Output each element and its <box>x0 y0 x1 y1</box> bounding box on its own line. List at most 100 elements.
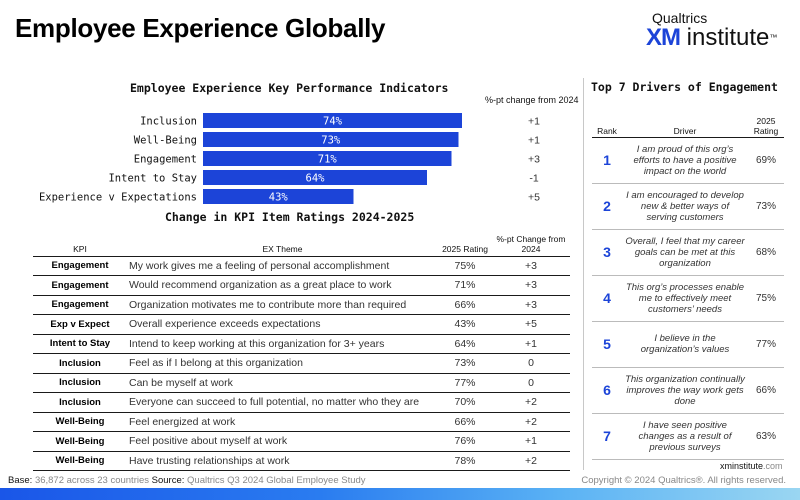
change-table-title: Change in KPI Item Ratings 2024-2025 <box>165 210 414 224</box>
section-divider <box>583 78 584 470</box>
cell-change: +1 <box>492 334 570 354</box>
driver-rating: 69% <box>748 137 784 183</box>
logo-wordmark: XM institute™ <box>646 26 786 50</box>
driver-driver: This org’s processes enable me to effect… <box>622 275 748 321</box>
cell-theme: Organization motivates me to contribute … <box>127 295 438 315</box>
table-row: Engagement My work gives me a feeling of … <box>33 256 570 276</box>
kpi-change-value: +1 <box>528 135 540 147</box>
cell-rating: 77% <box>438 373 492 393</box>
table-row: Well-Being Feel energized at work 66% +2 <box>33 412 570 432</box>
driver-row: 4 This org’s processes enable me to effec… <box>592 275 784 321</box>
kpi-change-header: %-pt change from 2024 <box>485 95 579 105</box>
driver-driver: I have seen positive changes as a result… <box>622 413 748 459</box>
bar-value-label: 71% <box>318 154 338 166</box>
page-title: Employee Experience Globally <box>15 13 385 44</box>
table-row: Inclusion Everyone can succeed to full po… <box>33 393 570 413</box>
site-link[interactable]: xminstitute.com <box>720 461 783 471</box>
cell-change: +2 <box>492 451 570 471</box>
cell-change: +3 <box>492 256 570 276</box>
col-header-theme: EX Theme <box>127 231 438 256</box>
cell-kpi: Exp v Expect <box>33 315 127 335</box>
driver-rank: 5 <box>592 321 622 367</box>
bar-value-label: 74% <box>323 116 343 128</box>
table-row: Well-Being Have trusting relationships at… <box>33 451 570 471</box>
cell-rating: 70% <box>438 393 492 413</box>
bar-value-label: 43% <box>269 192 289 204</box>
driver-row: 1I am proud of this org’s efforts to hav… <box>592 137 784 183</box>
cell-theme: Overall experience exceeds expectations <box>127 315 438 335</box>
kpi-change-value: +5 <box>528 192 540 204</box>
driver-rank: 7 <box>592 413 622 459</box>
cell-change: 0 <box>492 354 570 374</box>
cell-kpi: Inclusion <box>33 373 127 393</box>
category-label: Well-Being <box>134 135 197 147</box>
driver-rank: 2 <box>592 183 622 229</box>
cell-kpi: Engagement <box>33 256 127 276</box>
col-header-kpi: KPI <box>33 231 127 256</box>
cell-rating: 66% <box>438 412 492 432</box>
kpi-chart-title: Employee Experience Key Performance Indi… <box>130 81 449 95</box>
cell-change: +2 <box>492 393 570 413</box>
footer-base-source: Base: 36,872 across 23 countries Source:… <box>8 475 366 486</box>
table-row: Well-Being Feel positive about myself at … <box>33 432 570 452</box>
driver-rating: 75% <box>748 275 784 321</box>
cell-change: +1 <box>492 432 570 452</box>
table-header-row: Rank Driver 2025 Rating <box>592 115 784 137</box>
kpi-item-ratings-table: KPI EX Theme 2025 Rating %-pt Change fro… <box>33 231 570 471</box>
cell-theme: Would recommend organization as a great … <box>127 276 438 296</box>
cell-theme: Everyone can succeed to full potential, … <box>127 393 438 413</box>
cell-kpi: Well-Being <box>33 451 127 471</box>
cell-theme: Feel energized at work <box>127 412 438 432</box>
cell-kpi: Intent to Stay <box>33 334 127 354</box>
cell-rating: 75% <box>438 256 492 276</box>
cell-change: +5 <box>492 315 570 335</box>
kpi-change-value: -1 <box>529 173 538 185</box>
col-header-rating: 2025 Rating <box>438 231 492 256</box>
driver-rating: 73% <box>748 183 784 229</box>
cell-rating: 64% <box>438 334 492 354</box>
drivers-title: Top 7 Drivers of Engagement <box>591 80 778 94</box>
driver-driver: Overall, I feel that my career goals can… <box>622 229 748 275</box>
cell-kpi: Engagement <box>33 295 127 315</box>
cell-theme: Feel positive about myself at work <box>127 432 438 452</box>
cell-rating: 78% <box>438 451 492 471</box>
cell-theme: Can be myself at work <box>127 373 438 393</box>
driver-rating: 77% <box>748 321 784 367</box>
col-header-change: %-pt Change from 2024 <box>492 231 570 256</box>
cell-rating: 73% <box>438 354 492 374</box>
kpi-change-value: +3 <box>528 154 540 166</box>
cell-theme: Intend to keep working at this organizat… <box>127 334 438 354</box>
category-label: Experience v Expectations <box>39 192 197 204</box>
driver-driver: I believe in the organization’s values <box>622 321 748 367</box>
cell-rating: 43% <box>438 315 492 335</box>
cell-kpi: Well-Being <box>33 412 127 432</box>
driver-row: 3 Overall, I feel that my career goals ca… <box>592 229 784 275</box>
cell-kpi: Inclusion <box>33 354 127 374</box>
cell-kpi: Inclusion <box>33 393 127 413</box>
cell-change: +3 <box>492 276 570 296</box>
cell-kpi: Well-Being <box>33 432 127 452</box>
driver-rank: 1 <box>592 137 622 183</box>
driver-rank: 6 <box>592 367 622 413</box>
col-header-rank: Rank <box>592 115 622 137</box>
table-row: Engagement Would recommend organization a… <box>33 276 570 296</box>
table-row: Engagement Organization motivates me to c… <box>33 295 570 315</box>
footer-gradient-bar <box>0 488 800 500</box>
bar-value-label: 73% <box>321 135 341 147</box>
cell-rating: 71% <box>438 276 492 296</box>
bar-value-label: 64% <box>306 173 326 185</box>
driver-row: 6 This organization continually improves … <box>592 367 784 413</box>
footer-copyright: Copyright © 2024 Qualtrics®. All rights … <box>581 475 786 486</box>
driver-driver: I am proud of this org’s efforts to have… <box>622 137 748 183</box>
cell-theme: Have trusting relationships at work <box>127 451 438 471</box>
xm-institute-logo: Qualtrics XM institute™ <box>646 10 786 50</box>
cell-theme: Feel as if I belong at this organization <box>127 354 438 374</box>
cell-theme: My work gives me a feeling of personal a… <box>127 256 438 276</box>
category-label: Intent to Stay <box>108 173 197 185</box>
table-row: Exp v Expect Overall experience exceeds e… <box>33 315 570 335</box>
driver-driver: This organization continually improves t… <box>622 367 748 413</box>
cell-change: 0 <box>492 373 570 393</box>
category-label: Inclusion <box>140 116 197 128</box>
